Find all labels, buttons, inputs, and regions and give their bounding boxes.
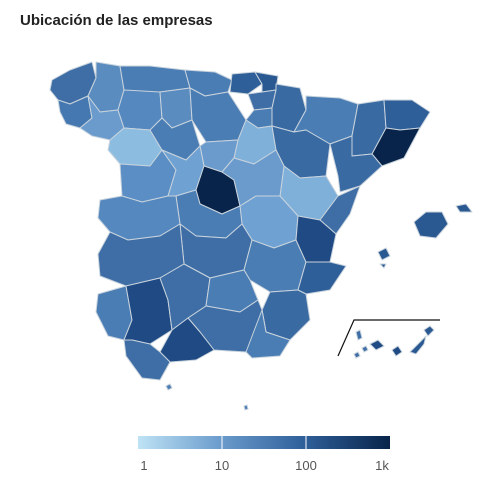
legend-tick-100: 100 [295,458,317,473]
region-tenerife[interactable] [369,339,385,351]
canary-inset-box [337,319,440,357]
legend-tick-10: 10 [214,458,230,473]
region-burgos[interactable] [189,87,247,143]
region-huelva[interactable] [95,285,133,341]
region-tarragona[interactable] [329,135,383,193]
region-bizkaia[interactable] [229,71,263,95]
region-hierro[interactable] [353,351,361,359]
color-scale-legend [138,436,390,449]
region-menorca[interactable] [455,203,473,213]
map-title: Ubicación de las empresas [20,12,213,29]
region-ceuta[interactable] [165,383,173,391]
region-asturias[interactable] [119,65,191,93]
region-lanzarote[interactable] [423,325,435,337]
legend-tick-1k: 1k [375,458,389,473]
region-cadiz[interactable] [123,339,171,381]
region-almeria[interactable] [245,309,291,359]
region-girona[interactable] [383,99,431,131]
region-gran-canaria[interactable] [391,345,403,357]
region-fuerteventura[interactable] [409,335,427,355]
legend-tick-1: 1 [140,458,148,473]
region-alicante[interactable] [297,261,347,295]
region-ibiza[interactable] [377,247,391,261]
region-murcia[interactable] [261,289,311,341]
region-melilla[interactable] [243,404,249,411]
region-formentera[interactable] [379,263,387,269]
region-gomera[interactable] [361,345,369,353]
region-albacete[interactable] [243,239,307,293]
region-mallorca[interactable] [413,211,449,239]
region-la-palma[interactable] [355,329,363,341]
